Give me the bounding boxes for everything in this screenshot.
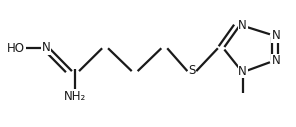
- Text: N: N: [41, 41, 50, 54]
- Text: N: N: [271, 54, 280, 67]
- Text: N: N: [271, 29, 280, 42]
- Text: NH₂: NH₂: [64, 90, 87, 103]
- Text: N: N: [238, 65, 247, 78]
- Text: S: S: [188, 64, 195, 77]
- Text: HO: HO: [7, 42, 25, 55]
- Text: N: N: [238, 19, 247, 32]
